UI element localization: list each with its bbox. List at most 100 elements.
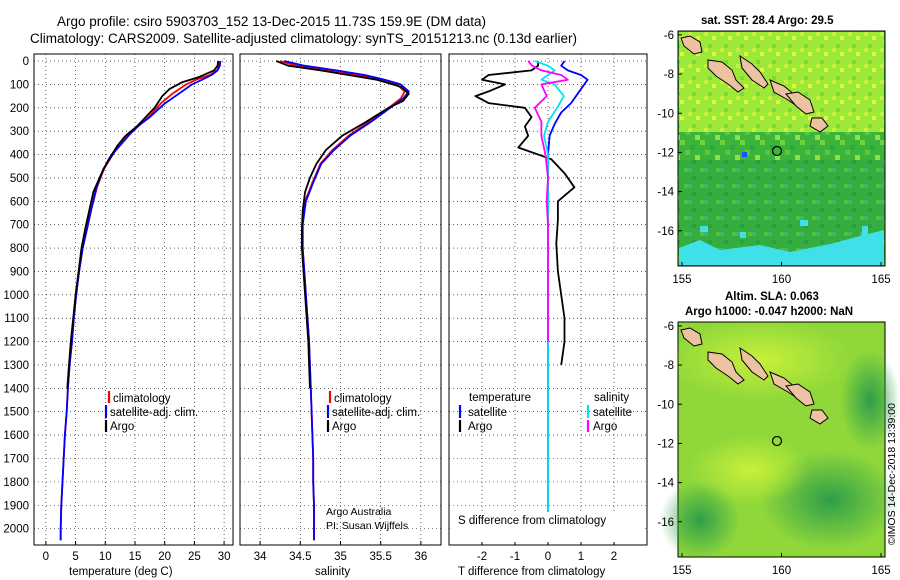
x-tick-label: 5	[72, 551, 78, 563]
map-y-tick-label: -8	[664, 69, 674, 81]
depth-tick-labels: 0 100 200 300 400 500 600 700 800 900 1000 1100 1200…	[3, 56, 29, 536]
x-tick-label: 35	[334, 551, 347, 563]
annotation-argo-australia: Argo Australia	[326, 506, 392, 518]
depth-tick-label: 1600	[3, 430, 29, 442]
sla-map-title: Altim. SLA: 0.063	[725, 291, 819, 303]
depth-tick-label: 1800	[3, 477, 29, 489]
depth-tick-label: 400	[10, 150, 29, 162]
legend-satellite-clim-label: satellite-adj. clim.	[332, 407, 420, 419]
legend-argo-label: Argo	[110, 421, 134, 433]
map-y-tick-label: -16	[657, 517, 674, 529]
x-tick-label: 0	[43, 551, 49, 563]
map-y-tick-label: -12	[657, 147, 674, 159]
sst-heatmap-fill	[679, 32, 884, 265]
legend-sal-satellite-label: satellite	[593, 407, 632, 419]
depth-tick-label: 1700	[3, 453, 29, 465]
depth-tick-label: 900	[10, 266, 29, 278]
map-x-tick-label: 155	[672, 274, 691, 286]
depth-tick-label: 600	[10, 196, 29, 208]
x-tick-label: 20	[158, 551, 171, 563]
annotation-pi-name: PI: Susan Wijffels	[326, 520, 408, 532]
series-line-argo	[66, 60, 219, 389]
map-x-tick-label: 165	[871, 565, 890, 577]
sla-coastline	[680, 327, 829, 425]
salinity-x-tick-labels: 34 34.5 35 35.5 36	[254, 551, 428, 563]
credit-text: ©IMOS 14-Dec-2018 13:39:00	[886, 403, 898, 545]
salinity-axis-label: salinity	[315, 566, 350, 578]
depth-tick-label: 1000	[3, 290, 29, 302]
map-y-tick-label: -10	[657, 108, 674, 120]
legend-climatology-label: climatology	[113, 393, 171, 405]
legend-sal-argo-label: Argo	[593, 421, 617, 433]
temperature-axis-label: temperature (deg C)	[69, 566, 173, 578]
sst-map-panel: sat. SST: 28.4 Argo: 29.5 155 160 165 -6 -8 -…	[657, 15, 890, 286]
temperature-legend: climatology satellite-adj. clim. Argo	[104, 391, 198, 433]
temperature-profile-lines	[59, 60, 222, 541]
x-tick-label: 35.5	[370, 551, 392, 563]
temperature-plot-frame	[33, 53, 234, 546]
x-tick-label: 30	[218, 551, 231, 563]
series-line-satellite-adj-clim-	[283, 60, 410, 541]
map-x-tick-label: 160	[772, 274, 791, 286]
salinity-grid	[240, 54, 441, 545]
figure-title-line2: Climatology: CARS2009. Satellite-adjuste…	[30, 31, 577, 46]
legend-temp-satellite-label: satellite	[468, 407, 507, 419]
map-y-tick-label: -16	[657, 226, 674, 238]
map-y-tick-label: -6	[664, 30, 674, 42]
x-tick-label: 0	[545, 551, 551, 563]
salinity-legend: climatology satellite-adj. clim. Argo	[326, 391, 420, 433]
depth-tick-label: 100	[10, 79, 29, 91]
x-tick-label: 34.5	[289, 551, 311, 563]
map-x-tick-label: 165	[871, 274, 890, 286]
sst-map-title: sat. SST: 28.4 Argo: 29.5	[701, 15, 834, 27]
temperature-grid	[34, 54, 233, 545]
sla-heatmap-fill	[660, 320, 900, 560]
legend-satellite-clim-label: satellite-adj. clim.	[110, 407, 198, 419]
difference-legend: temperature satellite Argo salinity sate…	[458, 392, 632, 433]
map-y-tick-label: -8	[664, 360, 674, 372]
depth-tick-label: 1100	[4, 313, 29, 325]
sla-map-tick-labels: 155 160 165 -6 -8 -10 -12 -14 -16	[657, 321, 890, 577]
map-y-tick-label: -14	[657, 187, 674, 199]
depth-tick-label: 1400	[3, 383, 29, 395]
sla-map-panel: Altim. SLA: 0.063 Argo h1000: -0.047 h20…	[657, 291, 900, 577]
map-y-tick-label: -14	[657, 478, 674, 490]
difference-profile-lines	[474, 60, 589, 529]
s-difference-label-box	[452, 512, 644, 542]
depth-tick-label: 800	[10, 243, 29, 255]
sla-profile-marker	[771, 435, 783, 447]
x-tick-label: 1	[578, 551, 584, 563]
map-y-tick-label: -6	[664, 321, 674, 333]
depth-tick-label: 1300	[3, 360, 29, 372]
map-y-tick-label: -10	[657, 399, 674, 411]
series-line-satellite-s	[534, 60, 565, 529]
x-tick-label: 36	[415, 551, 428, 563]
x-tick-label: 2	[611, 551, 617, 563]
temperature-x-tick-labels: 0 5 10 15 20 25 30	[43, 551, 231, 563]
depth-tick-label: 1500	[3, 407, 29, 419]
x-tick-label: -1	[510, 551, 520, 563]
s-difference-axis-label: S difference from climatology	[458, 515, 606, 527]
depth-tick-label: 1900	[3, 500, 29, 512]
depth-tick-label: 700	[10, 220, 29, 232]
t-difference-axis-label: T difference from climatology	[458, 566, 605, 578]
salinity-panel: 34 34.5 35 35.5 36 climatology satellite-adj…	[239, 53, 442, 578]
depth-tick-label: 200	[10, 103, 29, 115]
x-tick-label: 10	[99, 551, 112, 563]
legend-temp-argo-label: Argo	[468, 421, 492, 433]
legend-argo-label: Argo	[332, 421, 356, 433]
legend-climatology-label: climatology	[334, 393, 392, 405]
legend-temperature-title: temperature	[469, 392, 531, 404]
series-line-argo-s	[527, 60, 569, 342]
figure-title-line1: Argo profile: csiro 5903703_152 13-Dec-2…	[57, 14, 486, 29]
map-x-tick-label: 160	[772, 565, 791, 577]
sst-coastline	[680, 35, 829, 133]
sst-profile-marker	[771, 145, 783, 157]
series-line-argo	[275, 60, 410, 389]
sla-map-subtitle: Argo h1000: -0.047 h2000: NaN	[685, 306, 853, 318]
series-line-argo-t	[474, 61, 576, 366]
depth-tick-label: 1200	[3, 337, 29, 349]
series-line-satellite-adj-clim-	[59, 60, 222, 541]
